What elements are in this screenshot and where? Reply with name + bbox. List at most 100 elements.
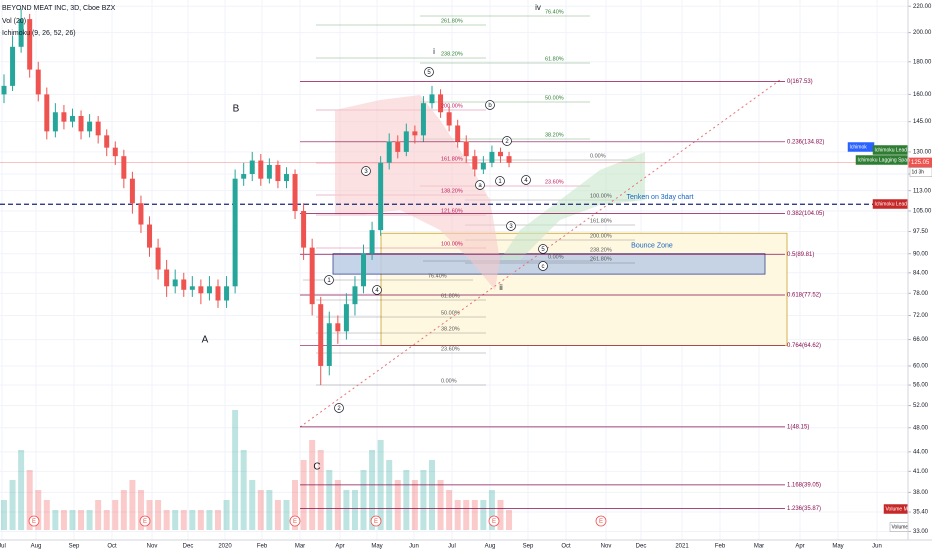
ichimoku-cloud xyxy=(500,152,645,260)
volume-bar xyxy=(369,450,376,530)
volume-bar xyxy=(69,510,76,530)
volume-bar xyxy=(112,500,119,530)
wave-label: C xyxy=(313,462,320,473)
volume-bar xyxy=(26,470,33,530)
candle-body xyxy=(412,131,418,136)
fib-ext-label: 38.20% xyxy=(545,132,564,138)
price-tag xyxy=(909,167,932,177)
y-tick-label: 56.00 xyxy=(913,383,929,389)
fib-ext-label: 238.20% xyxy=(441,51,463,57)
volume-bar xyxy=(249,480,256,530)
volume-bar xyxy=(129,480,136,530)
foreground-layer: 220.00200.00180.00160.00145.00130.00120.… xyxy=(0,3,932,550)
earnings-circle xyxy=(28,515,40,527)
y-tick-label: 200.00 xyxy=(913,30,932,36)
fib-ext-label: 100.00% xyxy=(441,241,463,247)
wave-label: 2 xyxy=(505,139,509,145)
y-tick-label: 105.00 xyxy=(913,209,932,215)
volume-bar xyxy=(223,500,230,530)
x-tick-label: Mar xyxy=(754,544,764,550)
price-tag-label: Ichimok xyxy=(850,144,868,150)
volume-bar xyxy=(137,490,144,530)
volume-bar xyxy=(155,500,162,530)
wave-label: 3 xyxy=(509,224,513,230)
y-tick-label: 66.00 xyxy=(913,337,929,343)
earnings-label: E xyxy=(143,519,147,525)
volume-bar xyxy=(163,510,170,530)
volume-bar xyxy=(266,490,273,530)
candle-body xyxy=(172,279,178,287)
candle-body xyxy=(129,178,135,204)
candle-body xyxy=(403,131,409,152)
candle-body xyxy=(206,286,212,294)
wave-circle xyxy=(502,136,512,146)
volume-bar xyxy=(386,460,393,530)
wave-label: iv xyxy=(535,3,541,12)
volume-bar xyxy=(326,470,333,530)
earnings-circle xyxy=(139,515,151,527)
fib-label: 1(48.15) xyxy=(787,424,809,430)
volume-bar xyxy=(446,490,453,530)
candle-body xyxy=(378,162,384,231)
candle-body xyxy=(35,69,41,95)
y-tick-label: 84.00 xyxy=(913,270,929,276)
wave-label: 4 xyxy=(375,288,379,294)
volume-bar xyxy=(463,500,470,530)
fib-label: 0.618(77.52) xyxy=(787,293,821,299)
candle-body xyxy=(489,151,495,163)
candle-body xyxy=(318,304,324,366)
earnings-label: E xyxy=(32,519,36,525)
earnings-circle xyxy=(488,515,500,527)
x-tick-label: Sep xyxy=(69,544,80,550)
x-tick-label: Nov xyxy=(601,544,612,550)
x-tick-label: Jun xyxy=(872,544,882,550)
candle-body xyxy=(95,121,101,136)
volume-bar xyxy=(343,490,350,530)
candle-body xyxy=(361,253,367,287)
wave-label: c xyxy=(542,264,545,270)
earnings-label: E xyxy=(599,519,603,525)
candle-body xyxy=(104,135,110,148)
fib-label: 0(167.53) xyxy=(787,79,813,85)
candle-body xyxy=(455,125,461,142)
x-tick-label: Dec xyxy=(636,544,647,550)
candle-body xyxy=(326,323,332,366)
x-tick-label: Oct xyxy=(561,544,571,550)
candle-body xyxy=(138,203,144,225)
volume-bar xyxy=(497,500,504,530)
last-price-label: 125.05 xyxy=(911,160,930,166)
candle-body xyxy=(87,121,93,132)
wave-circle xyxy=(361,166,371,176)
fib-ext-label: 76.40% xyxy=(545,9,564,15)
candle-body xyxy=(446,112,452,126)
volume-bar xyxy=(86,510,93,530)
candle-body xyxy=(266,164,272,179)
candle-body xyxy=(429,94,435,104)
wave-circle xyxy=(495,176,505,186)
x-tick-label: Jun xyxy=(409,544,419,550)
volume-bar xyxy=(257,490,264,530)
candle-body xyxy=(61,112,67,122)
volume-bar xyxy=(43,500,50,530)
fib-label: 0.764(64.62) xyxy=(787,343,821,349)
wave-label: 3 xyxy=(364,169,368,175)
volume-bar xyxy=(488,490,495,530)
candle-body xyxy=(343,304,349,332)
wave-circle xyxy=(424,67,434,77)
volume-bar xyxy=(411,480,418,530)
volume-bar xyxy=(317,450,324,530)
earnings-circle xyxy=(595,515,607,527)
candle-body xyxy=(224,286,230,301)
y-tick-label: 52.00 xyxy=(913,403,929,409)
candle-body xyxy=(395,141,401,152)
wave-label: 2 xyxy=(337,406,341,412)
wave-label: 4 xyxy=(524,178,528,184)
bounce-zone xyxy=(380,232,788,346)
volume-bar xyxy=(334,480,341,530)
volume-bar xyxy=(189,510,196,530)
volume-bar xyxy=(300,460,307,530)
price-tag-label: Ichimoku Lead 2 xyxy=(875,201,912,207)
candle-body xyxy=(147,224,153,248)
y-tick-label: 220.00 xyxy=(913,4,932,10)
